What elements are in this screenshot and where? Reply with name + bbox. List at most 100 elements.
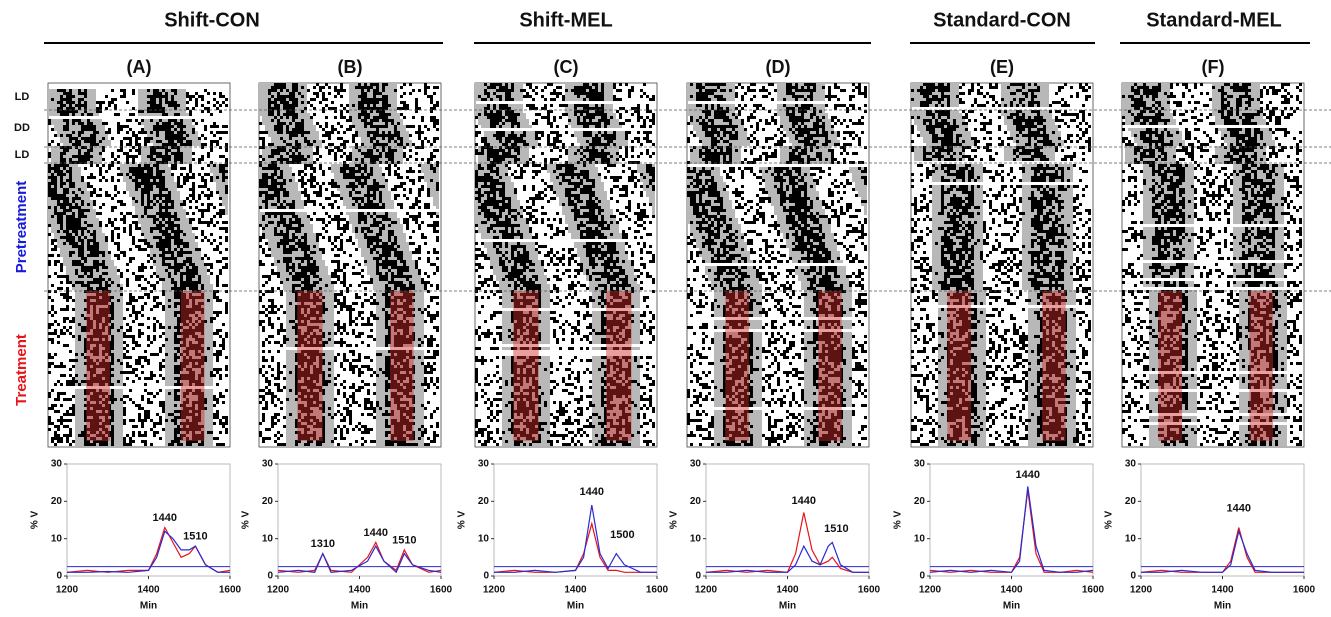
y-tick-label: 20	[914, 496, 926, 507]
panel-title: (B)	[338, 57, 363, 77]
x-tick-label: 1200	[1130, 585, 1153, 596]
row-label: Treatment	[13, 334, 30, 406]
treatment-band	[725, 291, 749, 441]
y-tick-label: 0	[483, 571, 489, 582]
y-tick-label: 20	[1125, 496, 1137, 507]
group-title: Shift-CON	[164, 9, 260, 31]
peak-label: 1440	[153, 512, 177, 524]
y-tick-label: 30	[1125, 459, 1137, 470]
x-axis-label: Min	[1003, 601, 1020, 612]
y-tick-label: 0	[695, 571, 701, 582]
plot-frame	[66, 463, 231, 577]
actogram-activity	[911, 83, 1091, 446]
y-axis-label: % V	[1104, 511, 1115, 530]
x-tick-label: 1600	[219, 585, 242, 596]
group-title: Standard-MEL	[1146, 9, 1282, 31]
treatment-band	[818, 291, 842, 441]
y-tick-label: 10	[51, 533, 63, 544]
x-tick-label: 1400	[137, 585, 160, 596]
y-tick-label: 20	[51, 496, 63, 507]
treatment-band	[180, 291, 205, 441]
y-tick-label: 30	[262, 459, 274, 470]
periodogram-line	[1141, 529, 1304, 573]
periodogram-line	[705, 512, 869, 573]
x-tick-label: 1400	[564, 585, 587, 596]
x-tick-label: 1400	[1211, 585, 1234, 596]
peak-label: 1440	[1227, 503, 1251, 515]
periodogram-line	[1140, 527, 1304, 573]
y-axis-label: % V	[669, 511, 680, 530]
x-tick-label: 1400	[348, 585, 371, 596]
actogram-activity	[259, 83, 439, 446]
y-tick-label: 0	[1130, 571, 1136, 582]
y-tick-label: 0	[56, 571, 62, 582]
peak-label: 1510	[824, 523, 848, 535]
x-tick-label: 1200	[56, 585, 79, 596]
peak-label: 1440	[1016, 469, 1040, 481]
x-axis-label: Min	[779, 601, 796, 612]
plot-frame	[277, 463, 442, 577]
plot-frame	[929, 463, 1094, 577]
y-axis-label: % V	[30, 511, 41, 530]
peak-label: 1440	[580, 486, 604, 498]
group-title: Shift-MEL	[519, 9, 612, 31]
panel-title: (E)	[990, 57, 1014, 77]
y-tick-label: 10	[478, 533, 490, 544]
x-tick-label: 1200	[695, 585, 718, 596]
peak-label: 1440	[792, 495, 816, 507]
actogram-activity	[687, 83, 867, 446]
x-axis-label: Min	[567, 601, 584, 612]
treatment-band	[1249, 291, 1274, 441]
periodogram-line	[494, 504, 657, 573]
periodogram-line	[493, 521, 657, 573]
y-axis-label: % V	[893, 511, 904, 530]
y-tick-label: 10	[914, 533, 926, 544]
y-tick-label: 10	[690, 533, 702, 544]
periodogram-line	[277, 544, 442, 574]
y-tick-label: 20	[478, 496, 490, 507]
periodogram-line	[277, 541, 442, 573]
y-tick-label: 20	[262, 496, 274, 507]
x-axis-label: Min	[140, 601, 157, 612]
treatment-band	[297, 291, 323, 441]
y-tick-label: 0	[919, 571, 925, 582]
x-tick-label: 1200	[919, 585, 942, 596]
treatment-band	[606, 291, 632, 441]
periodogram-line	[67, 530, 230, 573]
periodogram-line	[929, 490, 1094, 573]
x-tick-label: 1600	[1082, 585, 1105, 596]
x-tick-label: 1400	[1000, 585, 1023, 596]
treatment-band	[1042, 291, 1066, 441]
y-tick-label: 30	[51, 459, 63, 470]
panel-title: (D)	[766, 57, 791, 77]
x-tick-label: 1600	[858, 585, 881, 596]
x-tick-label: 1200	[267, 585, 290, 596]
x-axis-label: Min	[1214, 601, 1231, 612]
y-tick-label: 10	[262, 533, 274, 544]
plot-frame	[705, 463, 870, 577]
treatment-band	[513, 291, 539, 441]
plot-frame	[493, 463, 658, 577]
panel-title: (F)	[1202, 57, 1225, 77]
x-tick-label: 1600	[430, 585, 453, 596]
y-axis-label: % V	[241, 511, 252, 530]
x-tick-label: 1600	[1293, 585, 1316, 596]
y-tick-label: 30	[914, 459, 926, 470]
treatment-band	[86, 291, 110, 441]
actogram-activity	[1122, 83, 1302, 446]
y-tick-label: 10	[1125, 533, 1137, 544]
periodogram-line	[929, 486, 1094, 573]
x-tick-label: 1400	[776, 585, 799, 596]
row-label: LD	[15, 149, 30, 161]
treatment-band	[947, 291, 972, 441]
panel-title: (A)	[127, 57, 152, 77]
y-axis-label: % V	[457, 511, 468, 530]
peak-label: 1440	[364, 527, 388, 539]
peak-label: 1500	[610, 529, 634, 541]
peak-label: 1510	[183, 531, 207, 543]
actogram-activity	[475, 83, 655, 446]
peak-label: 1510	[392, 534, 416, 546]
x-tick-label: 1200	[483, 585, 506, 596]
treatment-band	[390, 291, 414, 441]
